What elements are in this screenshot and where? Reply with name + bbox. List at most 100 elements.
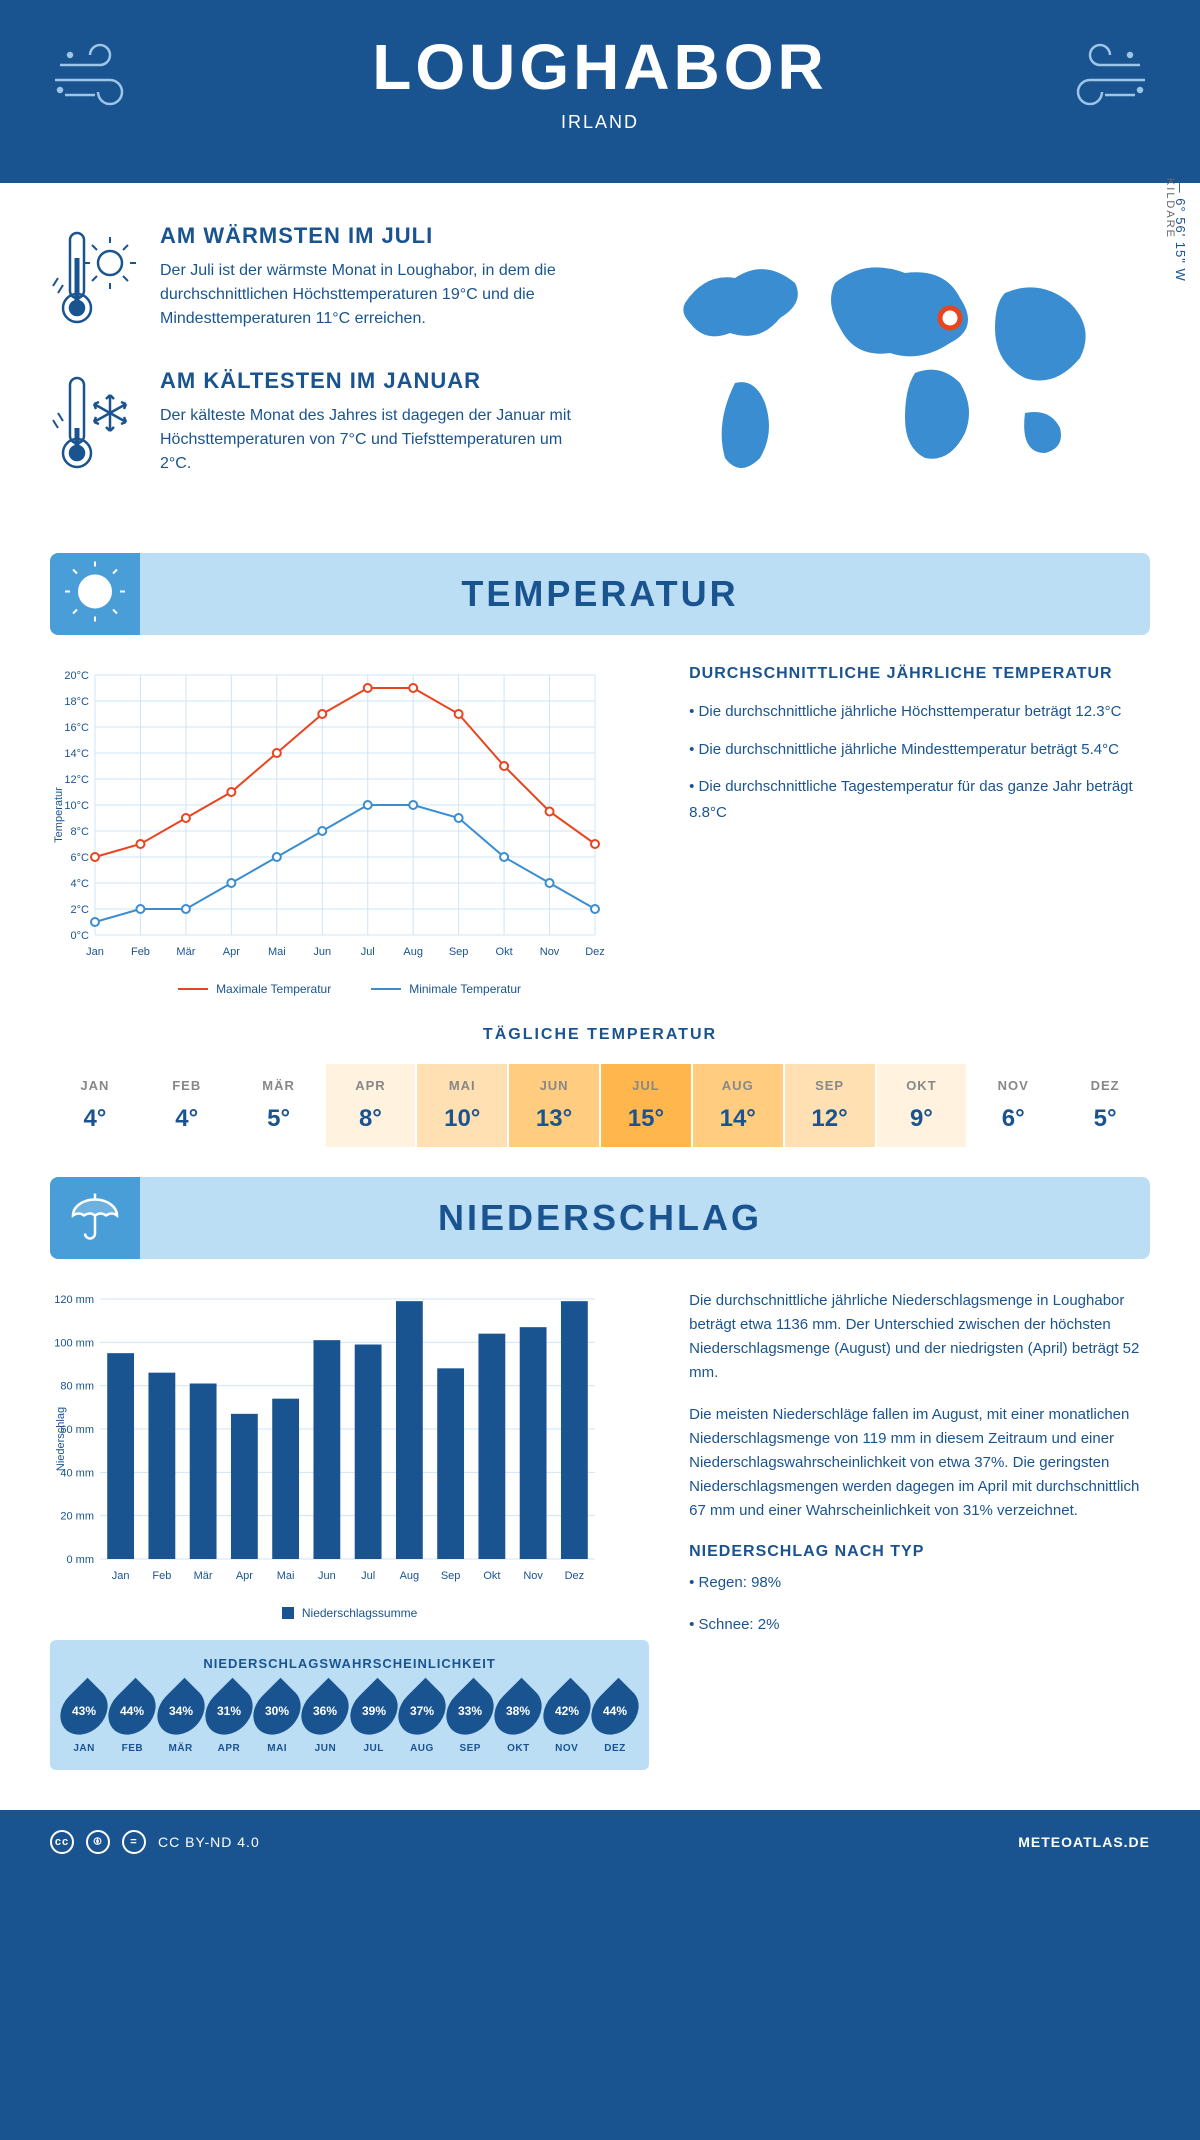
svg-text:Feb: Feb [152, 1570, 171, 1582]
svg-text:0°C: 0°C [71, 930, 90, 942]
svg-text:Mai: Mai [277, 1570, 295, 1582]
prob-drop: 31%APR [207, 1685, 251, 1754]
precip-type-title: NIEDERSCHLAG NACH TYP [689, 1543, 1150, 1561]
thermometer-warm-icon [50, 223, 140, 338]
precip-p2: Die meisten Niederschläge fallen im Augu… [689, 1403, 1150, 1523]
page-subtitle: IRLAND [40, 112, 1160, 133]
svg-text:Aug: Aug [403, 946, 423, 958]
precip-type: • Schnee: 2% [689, 1613, 1150, 1637]
precip-type: • Regen: 98% [689, 1571, 1150, 1595]
svg-text:Apr: Apr [223, 946, 240, 958]
svg-text:Nov: Nov [523, 1570, 543, 1582]
temp-cell: MAI10° [417, 1064, 507, 1147]
svg-text:Mär: Mär [176, 946, 195, 958]
prob-title: NIEDERSCHLAGSWAHRSCHEINLICHKEIT [62, 1656, 637, 1671]
world-map: KILDARE 53° 3' 12" N — 6° 56' 15" W [620, 223, 1150, 513]
prob-drop: 33%SEP [448, 1685, 492, 1754]
svg-text:14°C: 14°C [64, 748, 89, 760]
svg-text:0 mm: 0 mm [67, 1554, 95, 1566]
svg-text:Niederschlag: Niederschlag [55, 1407, 67, 1471]
svg-text:Apr: Apr [236, 1570, 253, 1582]
temp-cell: SEP12° [785, 1064, 875, 1147]
prob-drop: 44%FEB [110, 1685, 154, 1754]
fact-warm-title: AM WÄRMSTEN IM JULI [160, 223, 580, 249]
legend-max: Maximale Temperatur [216, 982, 331, 996]
temp-cell: NOV6° [968, 1064, 1058, 1147]
temp-bullet: • Die durchschnittliche jährliche Höchst… [689, 699, 1150, 725]
svg-text:Okt: Okt [483, 1570, 500, 1582]
svg-text:4°C: 4°C [71, 878, 90, 890]
svg-text:20 mm: 20 mm [60, 1511, 94, 1523]
svg-text:Jun: Jun [313, 946, 331, 958]
daily-temp-title: TÄGLICHE TEMPERATUR [50, 1026, 1150, 1044]
svg-text:Sep: Sep [449, 946, 469, 958]
prob-drop: 42%NOV [545, 1685, 589, 1754]
prob-drop: 38%OKT [496, 1685, 540, 1754]
temp-cell: DEZ5° [1060, 1064, 1150, 1147]
by-icon: 🅯 [86, 1830, 110, 1854]
svg-text:8°C: 8°C [71, 826, 90, 838]
temp-cell: FEB4° [142, 1064, 232, 1147]
legend-min: Minimale Temperatur [409, 982, 521, 996]
svg-text:2°C: 2°C [71, 904, 90, 916]
temp-bullet: • Die durchschnittliche Tagestemperatur … [689, 774, 1150, 825]
svg-text:16°C: 16°C [64, 722, 89, 734]
temp-bullet: • Die durchschnittliche jährliche Mindes… [689, 737, 1150, 763]
svg-text:Dez: Dez [565, 1570, 585, 1582]
temp-cell: AUG14° [693, 1064, 783, 1147]
svg-text:Jul: Jul [361, 946, 375, 958]
section-title-temp: TEMPERATUR [90, 573, 1110, 615]
svg-text:Nov: Nov [540, 946, 560, 958]
section-header-temp: TEMPERATUR [50, 553, 1150, 635]
temp-cell: MÄR5° [234, 1064, 324, 1147]
prob-drop: 44%DEZ [593, 1685, 637, 1754]
svg-text:Aug: Aug [400, 1570, 420, 1582]
fact-cold-text: Der kälteste Monat des Jahres ist dagege… [160, 404, 580, 476]
section-header-precip: NIEDERSCHLAG [50, 1177, 1150, 1259]
svg-text:10°C: 10°C [64, 800, 89, 812]
site-name: METEOATLAS.DE [1018, 1834, 1150, 1850]
footer: cc 🅯 = CC BY-ND 4.0 METEOATLAS.DE [0, 1810, 1200, 1874]
thermometer-cold-icon [50, 368, 140, 483]
svg-text:6°C: 6°C [71, 852, 90, 864]
svg-text:Sep: Sep [441, 1570, 461, 1582]
precipitation-bar-chart: 0 mm20 mm40 mm60 mm80 mm100 mm120 mmJanF… [50, 1289, 610, 1589]
license-text: CC BY-ND 4.0 [158, 1834, 260, 1850]
fact-cold-title: AM KÄLTESTEN IM JANUAR [160, 368, 580, 394]
probability-box: NIEDERSCHLAGSWAHRSCHEINLICHKEIT 43%JAN44… [50, 1640, 649, 1770]
svg-text:Mär: Mär [194, 1570, 213, 1582]
temperature-line-chart: 0°C2°C4°C6°C8°C10°C12°C14°C16°C18°C20°CJ… [50, 665, 610, 965]
svg-text:Jul: Jul [361, 1570, 375, 1582]
svg-text:Jun: Jun [318, 1570, 336, 1582]
prob-drop: 37%AUG [400, 1685, 444, 1754]
svg-text:Dez: Dez [585, 946, 605, 958]
wind-icon-right [1050, 40, 1150, 125]
temp-legend: Maximale Temperatur Minimale Temperatur [50, 982, 649, 996]
svg-text:Jan: Jan [86, 946, 104, 958]
temp-cell: JAN4° [50, 1064, 140, 1147]
fact-coldest: AM KÄLTESTEN IM JANUAR Der kälteste Mona… [50, 368, 580, 483]
coordinates: 53° 3' 12" N — 6° 56' 15" W [1173, 94, 1188, 281]
temp-cell: APR8° [326, 1064, 416, 1147]
svg-text:Mai: Mai [268, 946, 286, 958]
prob-drop: 36%JUN [303, 1685, 347, 1754]
svg-text:Feb: Feb [131, 946, 150, 958]
svg-text:Temperatur: Temperatur [53, 787, 65, 843]
wind-icon-left [50, 40, 150, 125]
precip-legend: Niederschlagssumme [50, 1606, 649, 1620]
prob-drop: 39%JUL [352, 1685, 396, 1754]
prob-drop: 43%JAN [62, 1685, 106, 1754]
sun-icon [65, 562, 125, 627]
temp-cell: JUN13° [509, 1064, 599, 1147]
temp-info-title: DURCHSCHNITTLICHE JÄHRLICHE TEMPERATUR [689, 665, 1150, 683]
nd-icon: = [122, 1830, 146, 1854]
svg-text:100 mm: 100 mm [54, 1337, 94, 1349]
section-title-precip: NIEDERSCHLAG [90, 1197, 1110, 1239]
header: LOUGHABOR IRLAND [0, 0, 1200, 183]
svg-text:20°C: 20°C [64, 670, 89, 682]
fact-warmest: AM WÄRMSTEN IM JULI Der Juli ist der wär… [50, 223, 580, 338]
svg-text:80 mm: 80 mm [60, 1381, 94, 1393]
prob-drop: 34%MÄR [159, 1685, 203, 1754]
daily-temp-grid: JAN4°FEB4°MÄR5°APR8°MAI10°JUN13°JUL15°AU… [50, 1064, 1150, 1147]
svg-text:Okt: Okt [496, 946, 513, 958]
